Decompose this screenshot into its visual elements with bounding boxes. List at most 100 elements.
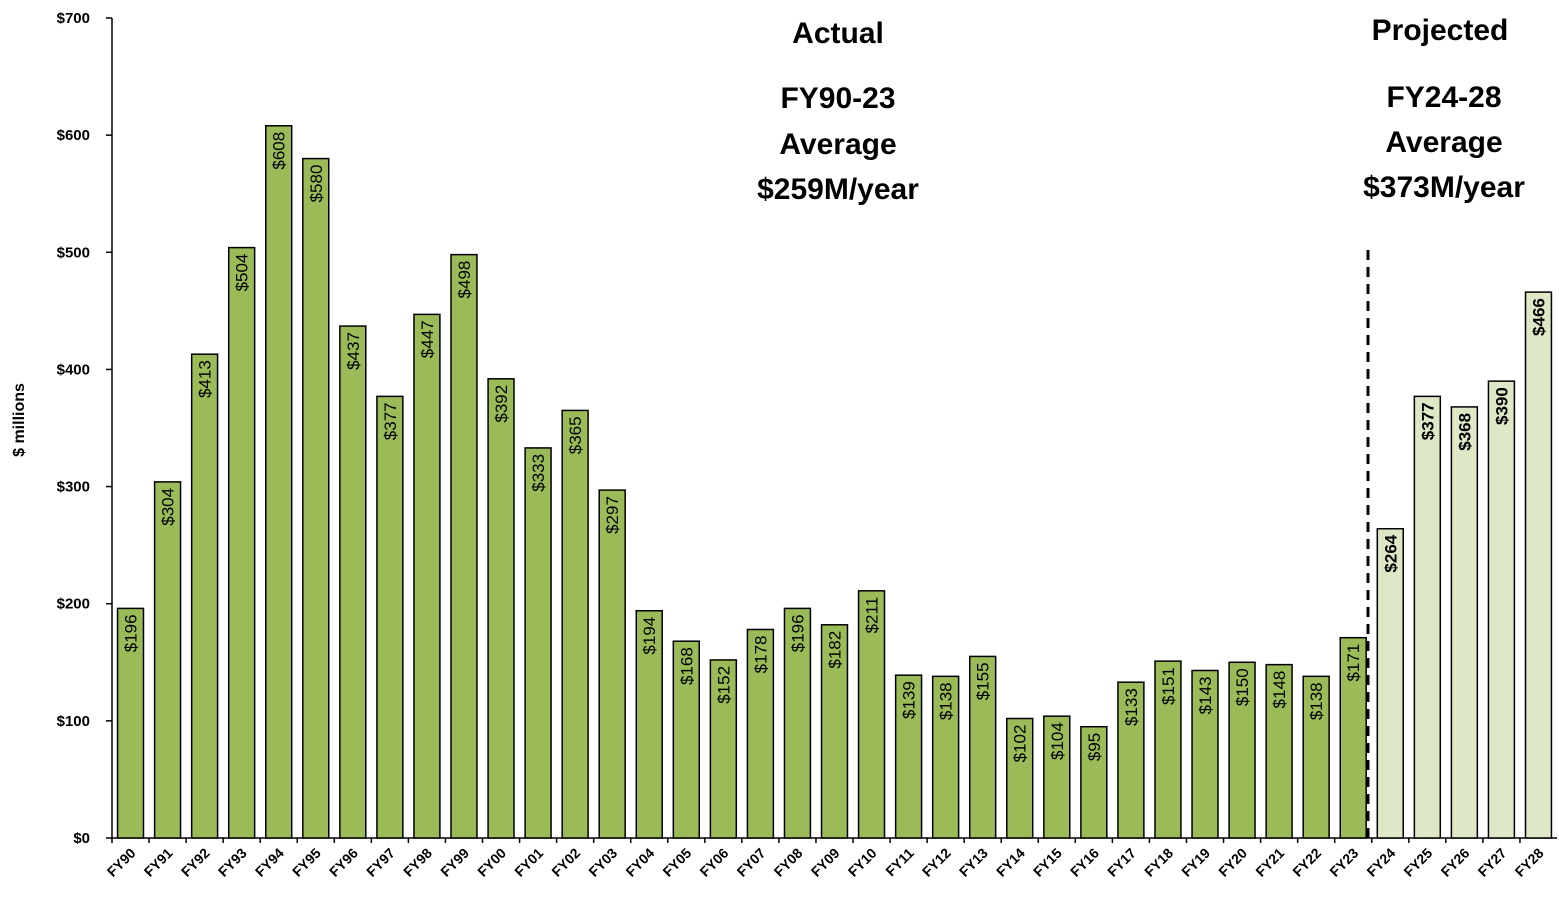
value-label: $148 <box>1270 671 1289 709</box>
bar <box>1265 663 1293 839</box>
bar <box>561 409 589 839</box>
x-tick-label: FY14 <box>993 845 1028 880</box>
bar <box>672 640 701 839</box>
value-label: $95 <box>1085 733 1104 761</box>
x-tick-label: FY93 <box>215 845 250 880</box>
x-tick-label: FY13 <box>956 845 991 880</box>
bar <box>709 659 738 839</box>
value-label: $392 <box>492 385 511 423</box>
bar <box>450 253 478 839</box>
x-tick-label: FY23 <box>1326 845 1361 880</box>
bar <box>857 590 886 839</box>
value-label: $143 <box>1196 676 1215 714</box>
bar <box>524 447 552 839</box>
value-label: $138 <box>1307 682 1326 720</box>
x-tick-label: FY06 <box>696 845 731 880</box>
bar <box>339 325 367 839</box>
x-tick-label: FY98 <box>400 845 435 880</box>
x-tick-label: FY03 <box>585 845 620 880</box>
y-tick-label: $200 <box>57 596 90 613</box>
x-tick-label: FY11 <box>882 845 917 880</box>
value-label: $171 <box>1344 644 1363 682</box>
value-label: $377 <box>1418 402 1437 440</box>
x-tick-label: FY17 <box>1104 845 1139 880</box>
x-tick-label: FY01 <box>511 845 546 880</box>
value-label: $437 <box>344 332 363 370</box>
value-label: $333 <box>529 454 548 492</box>
y-tick-label: $400 <box>57 361 90 378</box>
value-label: $151 <box>1159 667 1178 705</box>
bar <box>1339 636 1367 839</box>
annotation: $373M/year <box>1363 171 1525 204</box>
bar <box>153 481 182 839</box>
annotation: Average <box>1385 126 1502 159</box>
x-tick-label: FY99 <box>437 845 472 880</box>
bar <box>1191 669 1219 839</box>
bar <box>413 313 441 839</box>
bar <box>598 489 626 839</box>
bar <box>1376 527 1404 839</box>
value-label: $155 <box>974 662 993 700</box>
bar <box>1450 406 1479 839</box>
bar <box>1006 717 1034 839</box>
value-label: $196 <box>122 614 141 652</box>
bar <box>820 624 849 839</box>
y-tick-label: $0 <box>73 830 90 847</box>
x-tick-label: FY24 <box>1363 845 1398 880</box>
y-tick-label: $300 <box>57 479 90 496</box>
x-tick-label: FY26 <box>1438 845 1473 880</box>
y-tick-label: $700 <box>57 10 90 27</box>
bar <box>265 125 293 839</box>
value-label: $297 <box>603 496 622 534</box>
value-label: $580 <box>307 165 326 203</box>
x-tick-label: FY25 <box>1400 845 1435 880</box>
x-tick-label: FY12 <box>919 845 954 880</box>
bar <box>968 655 997 839</box>
bar <box>487 378 515 839</box>
value-label: $264 <box>1381 534 1400 572</box>
value-label: $139 <box>900 681 919 719</box>
annotation: Actual <box>792 17 884 50</box>
bar <box>227 246 256 839</box>
value-label: $498 <box>455 261 474 299</box>
bar <box>894 674 923 839</box>
x-tick-label: FY07 <box>734 845 769 880</box>
value-label: $152 <box>714 666 733 704</box>
value-label: $168 <box>677 647 696 685</box>
x-tick-label: FY21 <box>1252 845 1287 880</box>
value-label: $608 <box>270 132 289 170</box>
bar <box>1524 291 1553 839</box>
bar <box>190 353 219 839</box>
bar <box>302 157 330 839</box>
x-tick-label: FY00 <box>474 845 509 880</box>
bar <box>1413 395 1442 839</box>
x-tick-label: FY90 <box>104 845 139 880</box>
bar <box>1117 681 1145 839</box>
x-tick-label: FY04 <box>622 845 657 880</box>
x-tick-label: FY18 <box>1141 845 1176 880</box>
x-tick-label: FY09 <box>808 845 843 880</box>
x-tick-label: FY19 <box>1178 845 1213 880</box>
x-tick-label: FY20 <box>1215 845 1250 880</box>
x-tick-label: FY96 <box>326 845 361 880</box>
value-label: $182 <box>826 631 845 669</box>
value-label: $365 <box>566 416 585 454</box>
annotation: $259M/year <box>757 173 919 206</box>
bar <box>1228 661 1256 839</box>
bar <box>1487 380 1516 839</box>
value-label: $377 <box>381 402 400 440</box>
bar <box>116 607 145 839</box>
value-label: $504 <box>233 254 252 292</box>
value-label: $447 <box>418 320 437 358</box>
value-label: $178 <box>751 635 770 673</box>
y-tick-label: $500 <box>57 244 90 261</box>
bar <box>746 628 775 839</box>
x-tick-label: FY28 <box>1512 845 1547 880</box>
value-label: $150 <box>1233 668 1252 706</box>
x-tick-label: FY16 <box>1067 845 1102 880</box>
x-tick-label: FY10 <box>845 845 880 880</box>
x-tick-label: FY97 <box>363 845 398 880</box>
x-tick-label: FY95 <box>289 845 324 880</box>
bar <box>783 607 812 839</box>
